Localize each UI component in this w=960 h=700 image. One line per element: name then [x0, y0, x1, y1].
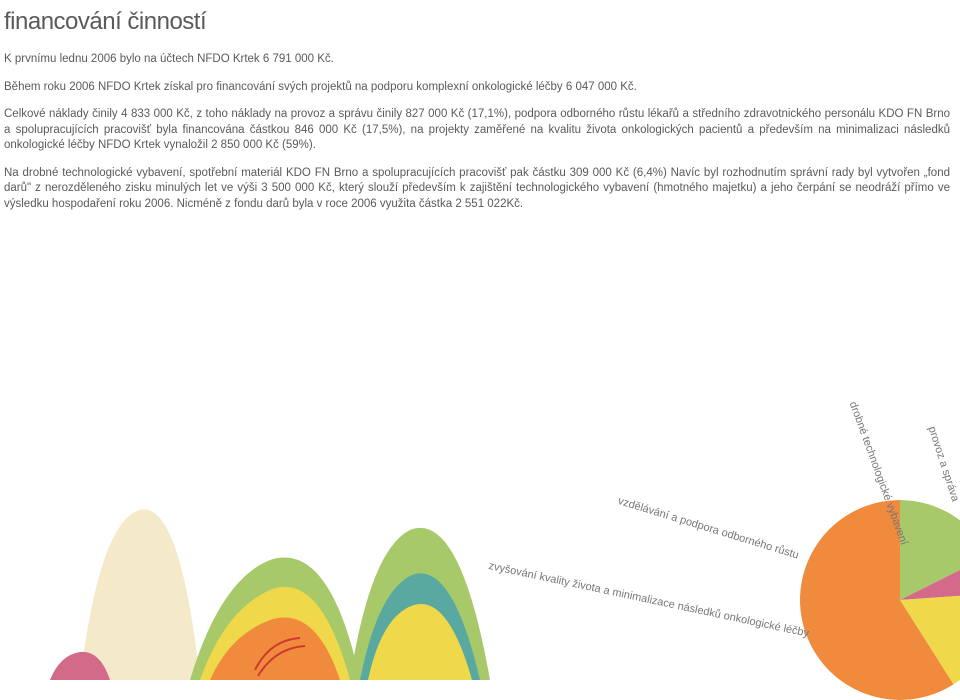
funding-pie-chart	[800, 500, 960, 700]
paragraph-2: Během roku 2006 NFDO Krtek získal pro fi…	[4, 80, 950, 96]
page-title: financování činností	[0, 0, 960, 52]
paragraph-3: Celkové náklady činily 4 833 000 Kč, z t…	[4, 107, 950, 154]
pie-label-quality: zvyšování kvality života a minimalizace …	[488, 560, 810, 640]
paragraph-4: Na drobné technologické vybavení, spotře…	[4, 166, 950, 213]
body-text: K prvnímu lednu 2006 bylo na účtech NFDO…	[0, 52, 960, 212]
pie-label-education: vzdělávání a podpora odborného růstu	[616, 495, 800, 562]
paragraph-1: K prvnímu lednu 2006 bylo na účtech NFDO…	[4, 52, 950, 68]
pie-label-ops: provoz a správa	[926, 425, 960, 503]
mountains-illustration	[0, 440, 500, 680]
